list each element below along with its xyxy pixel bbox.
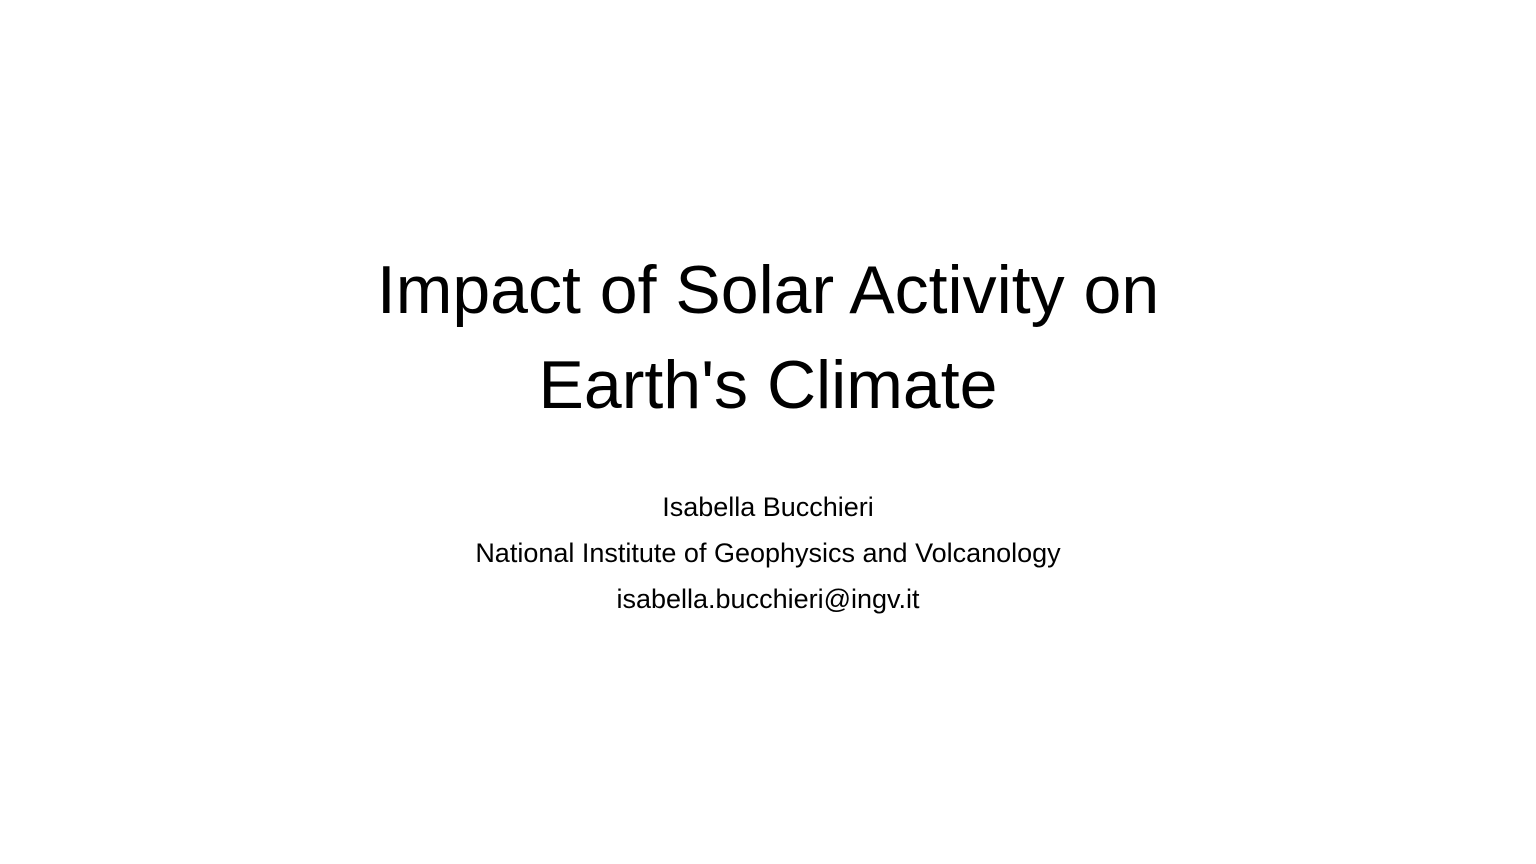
author-email: isabella.bucchieri@ingv.it bbox=[616, 584, 920, 614]
slide-title-line-2: Earth's Climate bbox=[538, 347, 998, 423]
slide-subtitle: Isabella Bucchieri National Institute of… bbox=[0, 484, 1536, 622]
author-name: Isabella Bucchieri bbox=[662, 492, 874, 522]
slide-title-line-1: Impact of Solar Activity on bbox=[376, 252, 1160, 328]
author-affiliation: National Institute of Geophysics and Vol… bbox=[475, 538, 1061, 568]
slide-title: Impact of Solar Activity on Earth's Clim… bbox=[0, 243, 1536, 433]
